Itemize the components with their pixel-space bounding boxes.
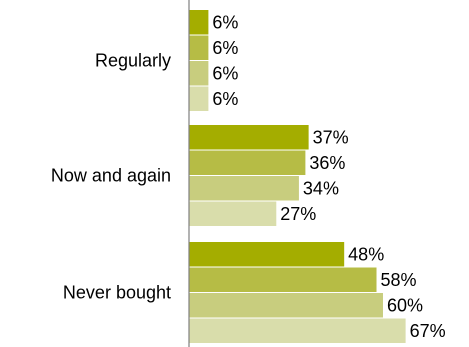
category-label: Never bought (63, 283, 171, 303)
data-label: 6% (212, 63, 238, 83)
bar (189, 150, 306, 175)
bar (189, 201, 277, 226)
bar (189, 86, 209, 111)
data-label: 6% (212, 38, 238, 58)
bar (189, 176, 299, 201)
labels-group: Regularly 6% 6% 6% 6% Now and again 37% 36% 34% 2… (51, 12, 446, 341)
bar (189, 125, 309, 150)
bar (189, 293, 383, 318)
data-label: 6% (212, 89, 238, 109)
data-label: 34% (303, 178, 339, 198)
data-label: 37% (313, 127, 349, 147)
data-label: 27% (280, 204, 316, 224)
bar (189, 35, 209, 60)
category-label: Regularly (95, 51, 171, 71)
bar (189, 242, 345, 267)
bar (189, 318, 406, 343)
bar (189, 10, 209, 35)
data-label: 60% (387, 295, 423, 315)
bar (189, 61, 209, 86)
data-label: 48% (348, 244, 384, 264)
bars-group (189, 10, 406, 343)
bar (189, 267, 377, 292)
data-label: 67% (410, 321, 446, 341)
category-label: Now and again (51, 166, 171, 186)
data-label: 58% (381, 270, 417, 290)
data-label: 36% (309, 153, 345, 173)
data-label: 6% (212, 12, 238, 32)
